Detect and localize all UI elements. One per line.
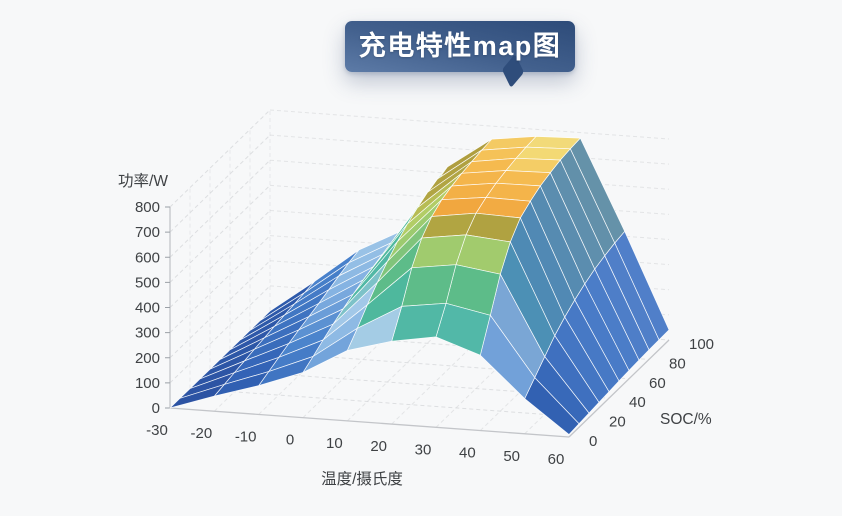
surface-mesh: [169, 136, 670, 435]
x-tick-label: 50: [503, 448, 520, 465]
x-tick-label: -10: [235, 428, 257, 445]
x-tick-label: 20: [370, 438, 387, 455]
y-tick-label: 20: [609, 414, 626, 431]
x-tick-label: 60: [548, 451, 565, 468]
x-tick-label: 0: [286, 432, 294, 449]
y-tick-label: 100: [689, 336, 714, 353]
z-tick-label: 600: [135, 249, 160, 266]
z-tick-label: 0: [152, 400, 160, 417]
y-tick-label: 0: [589, 433, 597, 450]
x-tick-label: 10: [326, 435, 343, 452]
z-tick-label: 300: [135, 325, 160, 342]
y-tick-label: 40: [629, 394, 646, 411]
y-tick-label: 80: [669, 355, 686, 372]
z-tick-label: 200: [135, 350, 160, 367]
z-axis-name: 功率/W: [118, 172, 168, 190]
x-tick-label: 40: [459, 445, 476, 462]
axes: [165, 206, 670, 438]
chart-title: 充电特性map图: [358, 31, 562, 61]
y-axis-name: SOC/%: [660, 411, 712, 428]
z-tick-label: 400: [135, 300, 160, 317]
z-tick-label: 800: [135, 199, 160, 216]
z-tick-label: 100: [135, 375, 160, 392]
z-tick-label: 500: [135, 274, 160, 291]
title-banner: 充电特性map图: [345, 21, 575, 89]
x-tick-label: -20: [190, 425, 212, 442]
x-tick-label: -30: [146, 422, 168, 439]
x-tick-label: 30: [415, 441, 432, 458]
y-tick-label: 60: [649, 375, 666, 392]
x-axis-name: 温度/摄氏度: [321, 470, 403, 488]
z-tick-label: 700: [135, 224, 160, 241]
